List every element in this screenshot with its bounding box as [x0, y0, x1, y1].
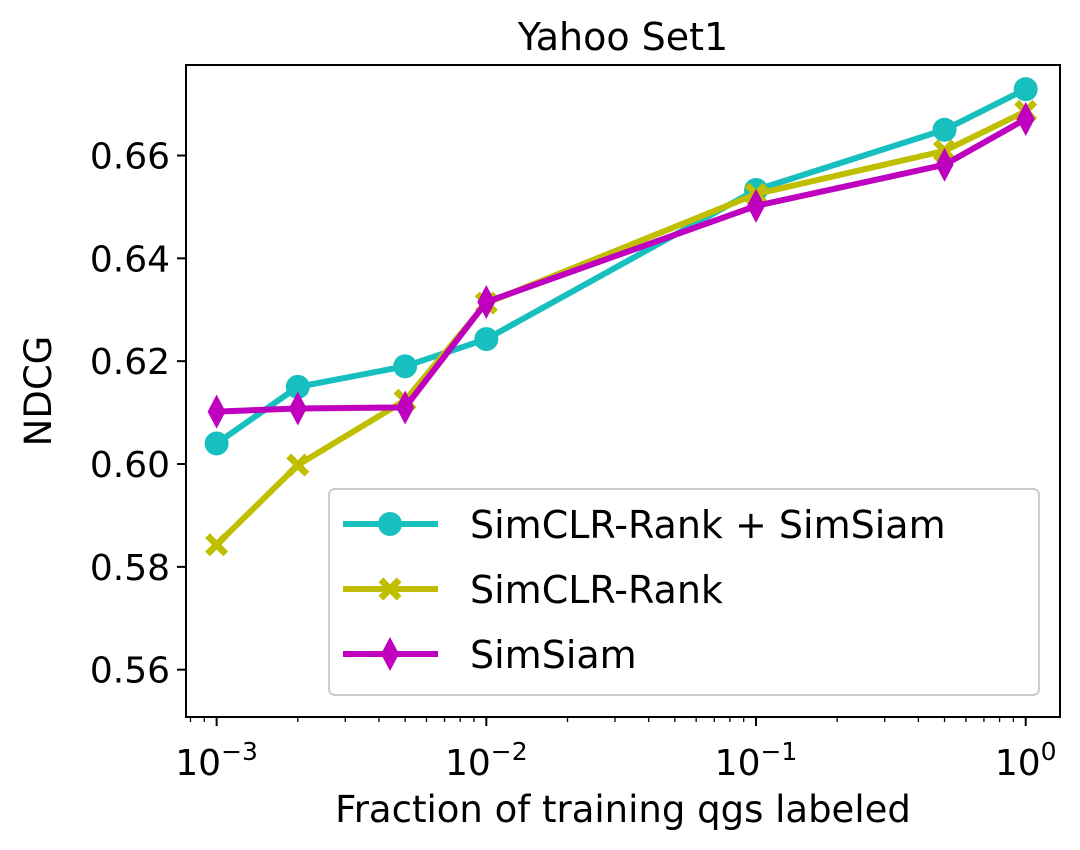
y-tick-label: 0.66: [90, 136, 170, 177]
x-tick-exponent: −2: [491, 737, 528, 766]
legend: SimCLR-Rank + SimSiam SimCLR-Rank SimSiam: [328, 488, 1040, 696]
data-point: [396, 390, 415, 425]
data-point: [932, 117, 957, 142]
data-point: [393, 354, 418, 379]
y-tick-label: 0.62: [90, 342, 170, 383]
x-tick-label: 10−1: [715, 737, 798, 784]
x-tick-label: 100: [995, 737, 1057, 784]
legend-box: [328, 488, 1040, 696]
plot-frame: [185, 64, 1061, 718]
x-tick-exponent: −3: [221, 737, 258, 766]
legend-marker: [378, 512, 402, 536]
series-simsiam: [207, 101, 1035, 429]
data-point: [286, 453, 310, 477]
data-point: [474, 327, 499, 352]
data-point: [935, 147, 954, 182]
y-tick-label: 0.60: [90, 445, 170, 486]
data-point: [288, 391, 307, 426]
legend-label: SimCLR-Rank: [470, 568, 723, 612]
legend-label: SimSiam: [470, 633, 637, 677]
data-point: [285, 374, 310, 399]
legend-label: SimCLR-Rank + SimSiam: [470, 503, 946, 547]
y-tick-label: 0.56: [90, 651, 170, 692]
x-tick-label: 10−3: [175, 737, 258, 784]
data-point: [205, 533, 229, 557]
x-tick-base: 10: [175, 743, 221, 784]
data-point: [477, 285, 496, 320]
x-tick-base: 10: [715, 743, 761, 784]
x-tick-exponent: −1: [760, 737, 797, 766]
y-tick-label: 0.64: [90, 239, 170, 280]
y-tick-label: 0.58: [90, 548, 170, 589]
data-point: [1013, 77, 1038, 102]
x-axis-title: Fraction of training qgs labeled: [335, 788, 911, 831]
legend-marker: [381, 637, 399, 671]
data-point: [1016, 101, 1035, 136]
x-tick-base: 10: [445, 743, 491, 784]
x-tick-base: 10: [995, 743, 1041, 784]
legend-marker: [378, 577, 402, 601]
data-point: [204, 431, 229, 456]
y-axis-title: NDCG: [17, 336, 60, 447]
chart-title: Yahoo Set1: [517, 15, 729, 59]
data-point: [207, 394, 226, 429]
x-tick-label: 10−2: [445, 737, 528, 784]
series-layer: [204, 77, 1038, 557]
data-point: [747, 188, 766, 223]
series-simclr-rank-simsiam: [204, 77, 1038, 456]
x-tick-exponent: 0: [1041, 737, 1057, 766]
